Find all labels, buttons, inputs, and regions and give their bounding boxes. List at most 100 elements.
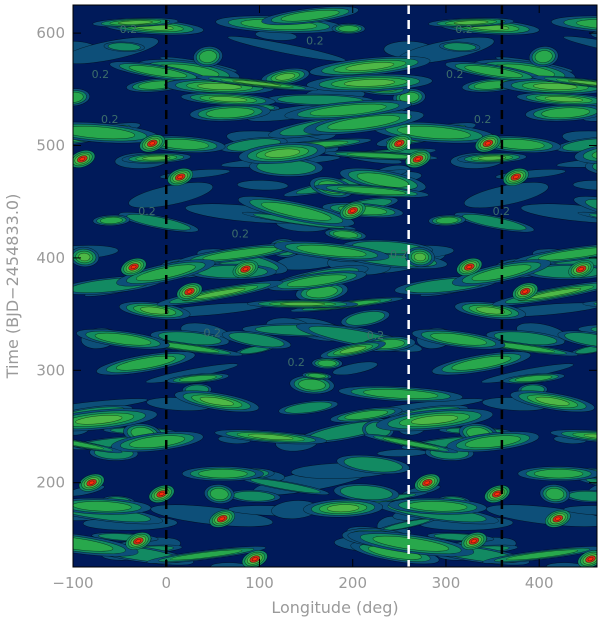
spot-contour (227, 36, 347, 62)
spot-contour (237, 180, 289, 191)
reference-lines (164, 5, 504, 567)
spot-contour (140, 306, 170, 315)
spot-contour (261, 202, 332, 221)
spot-contour (582, 299, 597, 309)
hotspot-contour (555, 516, 561, 521)
spot-contour (443, 42, 477, 51)
spot-contour (199, 396, 234, 406)
spot-contour (572, 180, 597, 191)
spot-contour (475, 306, 505, 315)
spot-contour (533, 83, 578, 90)
contour-level-label: 0.2 (101, 113, 119, 126)
spot-contour (582, 144, 597, 162)
hotspot-contour (349, 208, 356, 213)
spot-contour (567, 80, 597, 87)
contour-level-label: 0.2 (390, 248, 408, 261)
spot-contour (592, 159, 597, 175)
spot-contour (332, 361, 378, 376)
spot-contour (538, 247, 597, 261)
hotspot-contour (186, 289, 193, 294)
spot-contour (430, 332, 487, 346)
y-tick-label: 200 (36, 474, 65, 492)
contour-level-label: 0.2 (287, 356, 305, 369)
spot-contour (585, 478, 597, 494)
contour-level-label: 0.2 (92, 68, 110, 81)
hotspot-contour (396, 141, 403, 146)
hotspot-contour (252, 557, 258, 562)
y-tick-label: 300 (36, 361, 65, 379)
spot-contour (100, 216, 123, 224)
spot-contour (277, 95, 364, 105)
hotspot-contour (149, 141, 156, 146)
hotspot-contour (424, 480, 431, 485)
hotspot-contour (513, 175, 519, 179)
hotspot-contour (79, 157, 86, 161)
x-axis: −100 0 100 200 300 400 (52, 5, 554, 592)
spot-contour (544, 96, 584, 103)
hotspot-contour (466, 264, 473, 269)
spot-contour (506, 549, 578, 561)
spot-contour (345, 311, 385, 326)
spot-contour (337, 186, 407, 196)
contour-level-label: 0.2 (138, 205, 156, 218)
spot-contour (451, 355, 512, 371)
spot-contour (462, 214, 527, 231)
spot-contour (118, 20, 153, 25)
spot-contour (232, 80, 282, 87)
spot-contour (275, 73, 296, 81)
spot-contour (591, 146, 597, 160)
spot-contour (563, 36, 597, 62)
spot-contour (410, 415, 459, 425)
spot-contour (343, 79, 395, 87)
spot-contour (73, 501, 132, 512)
spot-contour (382, 437, 440, 450)
hotspot-contour (471, 539, 477, 544)
spot-contour (453, 20, 489, 25)
spot-contour (78, 252, 91, 262)
spot-contour (345, 62, 395, 71)
spot-contour (126, 214, 191, 231)
spot-contour (317, 359, 337, 367)
spot-contour (577, 323, 597, 338)
spot-contour (585, 199, 597, 224)
spot-contour (298, 378, 326, 391)
spot-contour (129, 435, 186, 449)
contour-level-label: 0.2 (367, 329, 385, 342)
contour-level-label: 0.2 (493, 205, 511, 218)
spot-contour (170, 549, 243, 561)
hotspot-contour (242, 267, 249, 272)
x-axis-title: Longitude (deg) (271, 598, 398, 617)
contour-labels: 0.2 0.2 0.2 0.2 0.2 0.2 0.2 0.2 0.2 0.2 0.2 0.2 0.2 0… (92, 23, 510, 369)
spot-contour (397, 126, 471, 140)
y-tick-label: 400 (36, 249, 65, 267)
spot-contour (179, 375, 217, 382)
spot-contour (250, 478, 321, 494)
hotspot-contour (485, 141, 491, 146)
y-axis-title: Time (BJD−2454833.0) (3, 194, 22, 380)
hotspot-contour (494, 491, 500, 496)
hotspot-contour (587, 557, 594, 562)
hotspot-contour (88, 480, 95, 485)
spot-contour (94, 332, 152, 346)
spot-contour (589, 213, 597, 229)
spot-contour (463, 182, 549, 209)
spot-contour (332, 230, 359, 239)
spot-contour (584, 157, 597, 177)
spot-contour (248, 433, 294, 441)
spot-contour (73, 535, 114, 552)
spot-contour (327, 115, 401, 131)
contour-field (73, 6, 597, 567)
spot-contour (372, 535, 449, 552)
spot-contour (573, 196, 597, 227)
spot-contour (356, 172, 409, 188)
spot-contour (309, 103, 387, 117)
y-tick-label: 500 (36, 137, 65, 155)
spot-contour (142, 155, 171, 161)
spot-contour (435, 216, 459, 224)
spot-contour (344, 410, 389, 420)
contour-level-label: 0.2 (446, 68, 464, 81)
spot-contour (413, 252, 427, 262)
spot-contour (107, 42, 141, 51)
spot-contour (577, 211, 597, 231)
contour-level-label: 0.2 (474, 113, 492, 126)
